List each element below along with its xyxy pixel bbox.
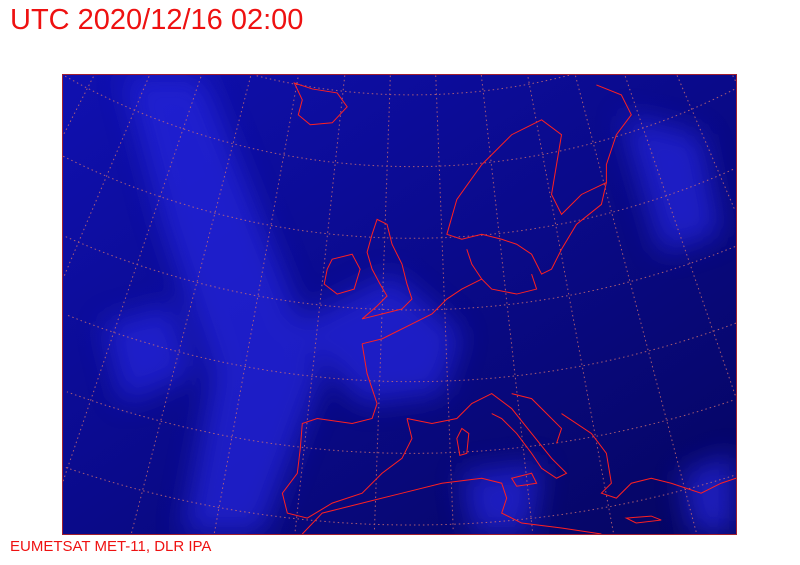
longitude-line (732, 75, 736, 82)
coastlines (281, 82, 736, 534)
source-credit: EUMETSAT MET-11, DLR IPA (10, 538, 212, 555)
latitude-line (63, 466, 734, 526)
longitude-line (213, 77, 299, 534)
longitude-line (373, 75, 391, 533)
latitude-line (63, 155, 734, 239)
satellite-map (62, 74, 737, 535)
longitude-line (294, 75, 346, 533)
longitude-line (63, 76, 94, 136)
latitude-line (66, 391, 733, 454)
longitude-line (527, 77, 614, 533)
longitude-line (63, 76, 150, 278)
longitude-line (435, 75, 454, 533)
longitude-line (480, 75, 534, 533)
longitude-line (676, 75, 736, 211)
timestamp-title: UTC 2020/12/16 02:00 (10, 4, 304, 36)
graticule (63, 75, 736, 534)
